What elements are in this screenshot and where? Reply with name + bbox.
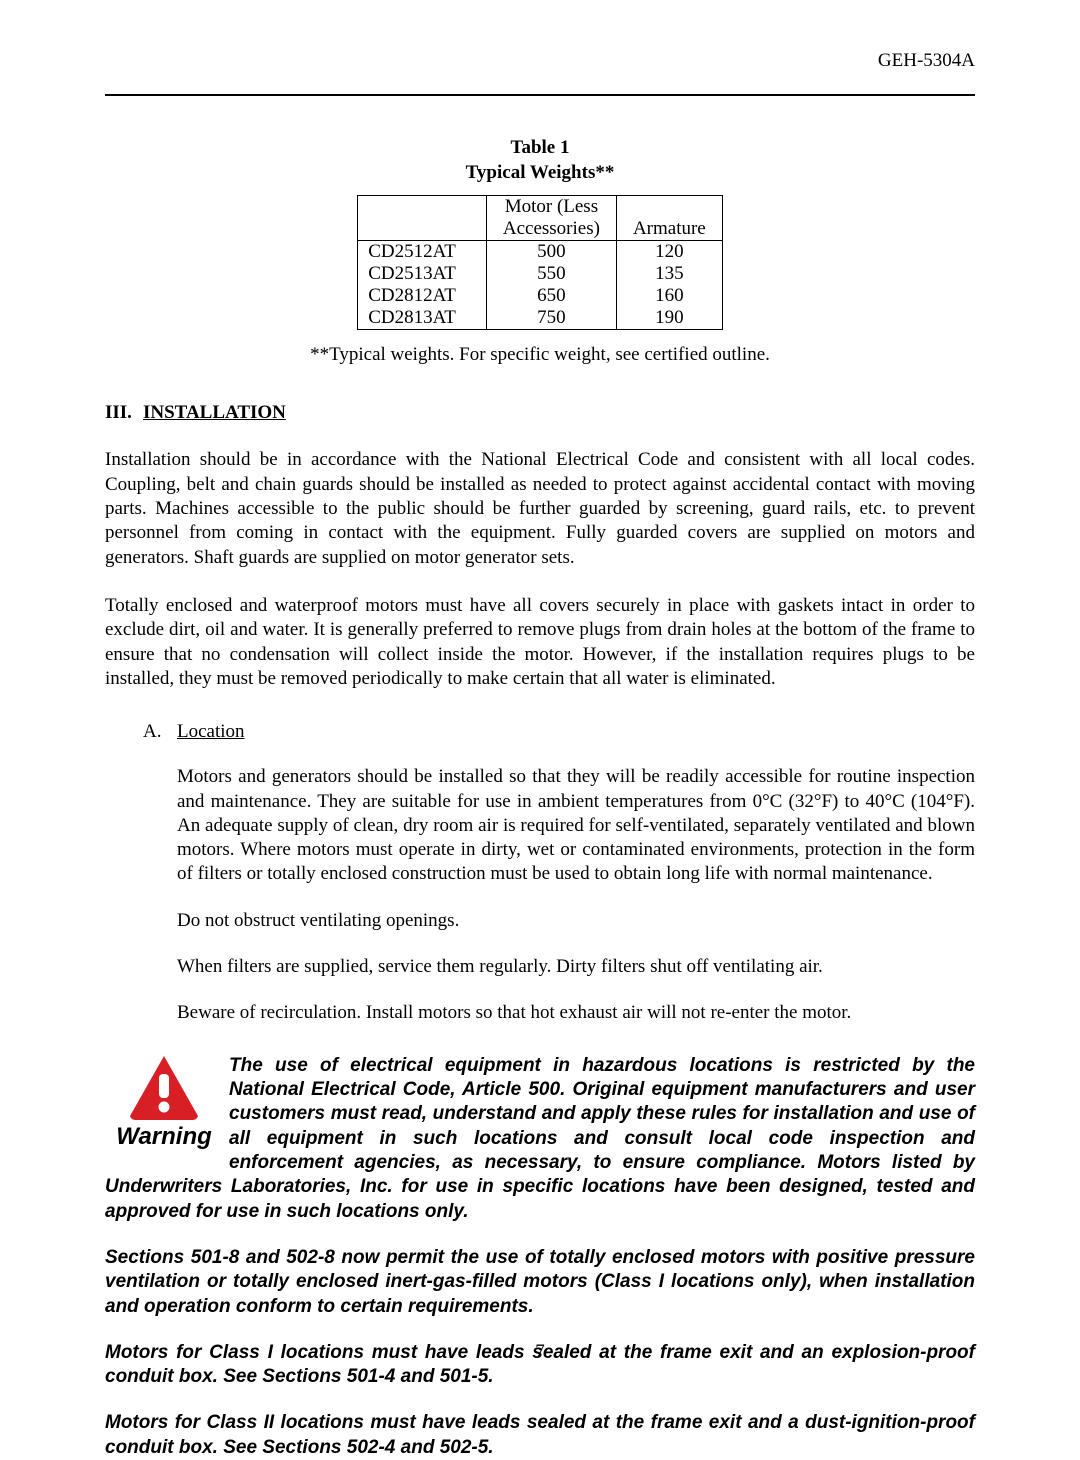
table-header-row2: Accessories) Armature [358, 218, 723, 241]
cell-armature: 160 [616, 285, 722, 307]
table-row: CD2812AT 650 160 [358, 285, 723, 307]
table-header-motor-b: Accessories) [486, 218, 616, 241]
table-row: CD2513AT 550 135 [358, 263, 723, 285]
document-page: GEH-5304A Table 1 Typical Weights** Moto… [0, 0, 1080, 1397]
warning-para-1: The use of electrical equipment in hazar… [105, 1055, 975, 1222]
warning-block: Warning The use of electrical equipment … [105, 1054, 975, 1224]
table-caption-line2: Typical Weights** [466, 162, 615, 183]
table-header-empty [358, 196, 487, 219]
cell-armature: 190 [616, 307, 722, 330]
warning-icon-wrap: Warning [105, 1054, 223, 1153]
document-id: GEH-5304A [105, 50, 975, 72]
cell-armature: 135 [616, 263, 722, 285]
weights-table: Motor (Less Accessories) Armature CD2512… [357, 195, 723, 330]
installation-para-1: Installation should be in accordance wit… [105, 448, 975, 570]
cell-model: CD2812AT [358, 285, 487, 307]
table-header-row: Motor (Less [358, 196, 723, 219]
location-para-2: Do not obstruct ventilating openings. [177, 909, 975, 933]
location-para-4: Beware of recirculation. Install motors … [177, 1001, 975, 1025]
cell-motor: 750 [486, 307, 616, 330]
cell-model: CD2813AT [358, 307, 487, 330]
cell-motor: 550 [486, 263, 616, 285]
subsection-title: Location [177, 721, 245, 742]
section-number: III. [105, 402, 143, 424]
subsection-heading-location: A.Location [143, 721, 975, 743]
subsection-letter: A. [143, 721, 177, 743]
table-footnote: **Typical weights. For specific weight, … [105, 344, 975, 366]
cell-model: CD2513AT [358, 263, 487, 285]
header-rule [105, 94, 975, 96]
cell-motor: 500 [486, 241, 616, 264]
cell-armature: 120 [616, 241, 722, 264]
table-row: CD2512AT 500 120 [358, 241, 723, 264]
table-row: CD2813AT 750 190 [358, 307, 723, 330]
table-header-empty2 [358, 218, 487, 241]
section-heading-installation: III.INSTALLATION [105, 402, 975, 424]
table-caption-line1: Table 1 [511, 137, 570, 158]
installation-para-2: Totally enclosed and waterproof motors m… [105, 594, 975, 691]
cell-model: CD2512AT [358, 241, 487, 264]
table-caption: Table 1 Typical Weights** [105, 136, 975, 185]
location-para-3: When filters are supplied, service them … [177, 955, 975, 979]
warning-para-2: Sections 501-8 and 502-8 now permit the … [105, 1246, 975, 1319]
table-header-armature: Armature [616, 218, 722, 241]
location-para-1: Motors and generators should be installe… [177, 765, 975, 887]
cell-motor: 650 [486, 285, 616, 307]
table-header-armature-blank [616, 196, 722, 219]
warning-icon [126, 1054, 202, 1120]
warning-para-4: Motors for Class II locations must have … [105, 1411, 975, 1460]
table-header-motor-a: Motor (Less [486, 196, 616, 219]
section-title: INSTALLATION [143, 402, 286, 423]
warning-label: Warning [105, 1122, 223, 1153]
page-number: 7 [0, 1341, 1080, 1363]
